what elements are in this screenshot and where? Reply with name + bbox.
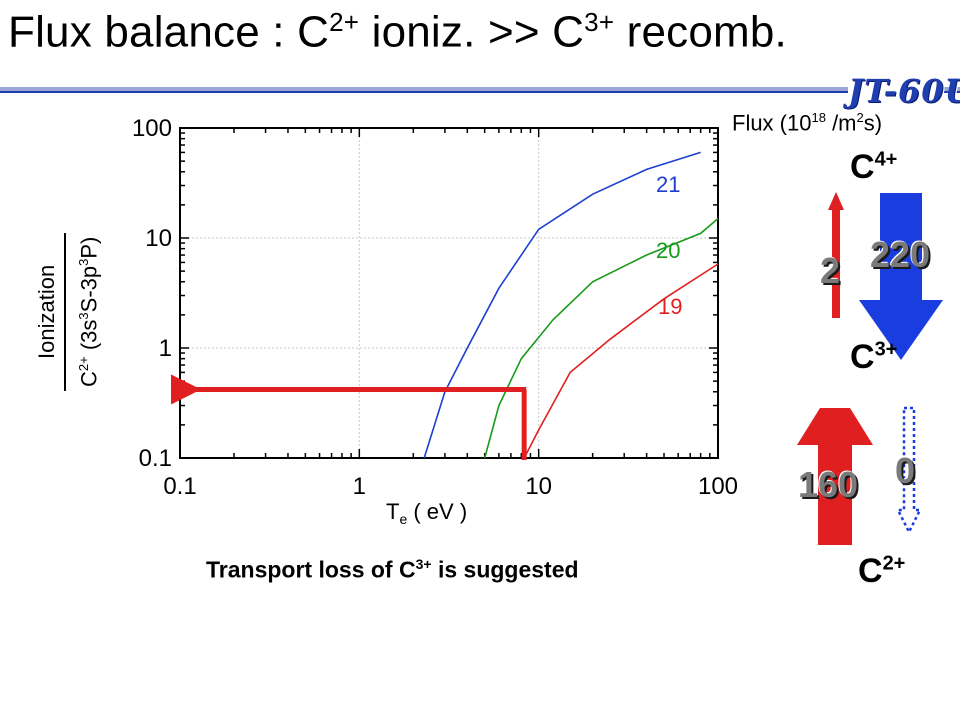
series-line-20 — [483, 217, 719, 459]
flux-diagram — [797, 192, 943, 545]
series-labels: 21 20 19 — [656, 172, 682, 319]
ion-c2-charge: 2+ — [882, 552, 906, 575]
flux-unit-b: /m — [825, 110, 857, 136]
c2-to-c3-ionization-arrow — [797, 408, 873, 545]
readout-annotation — [171, 374, 527, 460]
series-label-19: 19 — [658, 294, 682, 319]
x-tick-label: 1 — [353, 473, 366, 500]
x-tick-label: 100 — [698, 473, 738, 500]
flux-unit-exp: 18 — [811, 110, 826, 125]
y-tick-label: 1 — [159, 335, 172, 362]
flux-value-c4-to-c3: 220 — [870, 234, 931, 275]
footnote-prefix: Transport loss of C — [206, 556, 416, 583]
flux-unit-a: Flux (10 — [732, 110, 812, 136]
ion-c2-base: C — [858, 552, 883, 590]
y-axis-label-line1: Ionization — [34, 264, 59, 359]
chart-grid — [180, 128, 718, 458]
header-rule — [0, 87, 960, 93]
series-line-19 — [523, 263, 719, 459]
slide-title: Flux balance : C2+ ioniz. >> C3+ recomb. — [8, 8, 787, 57]
title-sup-c2: 2+ — [329, 7, 360, 37]
y-tick-label: 10 — [145, 225, 172, 252]
tick-labels: 0.1 1 10 100 0.1 1 10 100 — [132, 115, 738, 500]
title-sup-c3: 3+ — [584, 7, 615, 37]
y-label-part: 3 — [76, 258, 91, 266]
c3-to-c2-recombination-arrow — [895, 406, 923, 535]
series-lines — [423, 151, 719, 459]
y-axis-label-line2: C2+ (3s3S-3p3P) — [76, 237, 102, 387]
y-label-part: (3s — [76, 319, 102, 357]
ion-c4: C4+ — [850, 148, 897, 187]
flux-value-c2-to-c3: 160 — [798, 464, 859, 505]
ion-c3-charge: 3+ — [874, 338, 898, 361]
flux-value-c3-to-c2: 0 — [895, 450, 916, 491]
x-tick-label: 10 — [525, 473, 552, 500]
plot-frame — [179, 127, 719, 459]
y-label-part: 3 — [76, 312, 91, 320]
y-label-fraction-bar — [64, 233, 66, 391]
flux-unit-sq: 2 — [856, 110, 864, 125]
ion-c4-charge: 4+ — [874, 148, 898, 171]
y-label-part: C — [76, 371, 102, 387]
series-label-21: 21 — [656, 172, 680, 197]
ion-c2: C2+ — [858, 552, 905, 591]
footnote-sup: 3+ — [415, 556, 432, 572]
title-middle: ioniz. >> C — [359, 7, 585, 57]
c3-to-c4-ionization-arrow — [828, 192, 844, 318]
y-tick-label: 100 — [132, 115, 172, 142]
ion-c3: C3+ — [850, 338, 897, 377]
y-label-part: P) — [76, 236, 102, 259]
footnote-suffix: is suggested — [431, 556, 579, 583]
title-prefix: Flux balance : C — [8, 7, 330, 57]
flux-value-c3-to-c4: 2 — [820, 250, 841, 291]
series-line-21 — [423, 151, 701, 459]
jt60u-logo: JT-60U — [848, 72, 960, 110]
flux-unit-label: Flux (1018 /m2s) — [732, 110, 882, 136]
c4-to-c3-recombination-arrow — [859, 193, 943, 360]
ion-c3-base: C — [850, 338, 875, 376]
title-suffix: recomb. — [614, 7, 787, 57]
y-label-part: S-3p — [76, 265, 102, 313]
x-tick-label: 0.1 — [163, 473, 196, 500]
ion-c4-base: C — [850, 148, 875, 186]
flux-unit-c: s) — [863, 110, 883, 136]
x-axis-label: Te ( eV ) — [386, 499, 467, 527]
y-tick-label: 0.1 — [139, 445, 172, 472]
series-label-20: 20 — [656, 238, 680, 263]
axis-ticks — [179, 127, 719, 459]
transport-loss-note: Transport loss of C3+ is suggested — [206, 556, 579, 584]
y-label-part: 2+ — [76, 356, 91, 372]
